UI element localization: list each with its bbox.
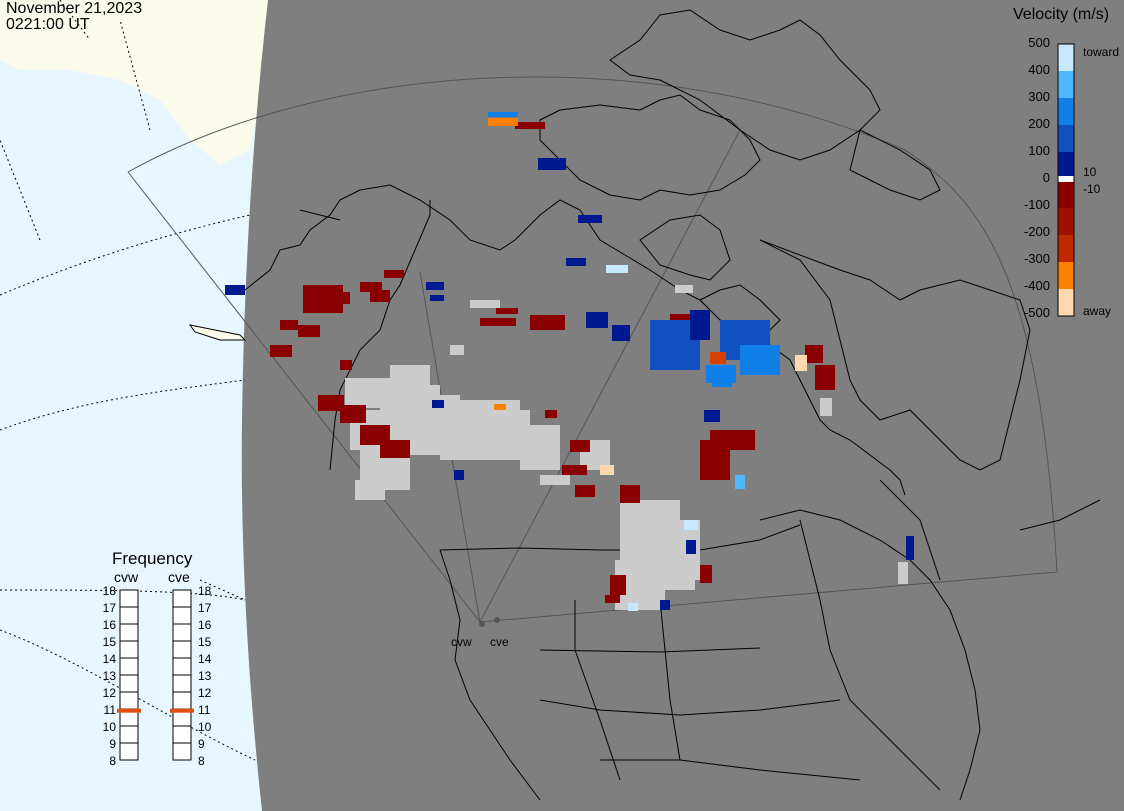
land-area: [241, 0, 1124, 811]
date-label: November 21,2023: [6, 0, 143, 17]
away-label: away: [1083, 304, 1112, 318]
frequency-scales: [117, 589, 194, 761]
freq-scale-right: 15: [198, 635, 212, 649]
freq-scale-left: 10: [102, 720, 116, 734]
high-away-cells: [488, 112, 807, 475]
coastlines: [244, 9, 1101, 801]
frequency-title: Frequency: [112, 549, 193, 568]
colorbar-tick: -200: [1023, 224, 1050, 239]
cve-frequency-marker: [170, 708, 194, 713]
freq-scale-right: 9: [198, 737, 205, 751]
freq-scale-left: 9: [109, 737, 116, 751]
small-negative-label: -10: [1083, 182, 1101, 196]
freq-scale-right: 10: [198, 720, 212, 734]
colorbar-tick: 100: [1028, 143, 1050, 158]
colorbar-tick: 0: [1042, 170, 1050, 185]
time-label: 0221:00 UT: [6, 16, 90, 33]
toward-velocity-cells: [225, 158, 914, 611]
radar-label-cve: cve: [168, 569, 190, 585]
colorbar-tick: 200: [1028, 116, 1050, 131]
away-velocity-cells: [270, 122, 835, 603]
radar-label-cvw: cvw: [114, 569, 139, 585]
radar-sites: [479, 617, 500, 627]
freq-scale-right: 13: [198, 669, 212, 683]
freq-scale-right: 17: [198, 601, 212, 615]
ice-region: [0, 0, 270, 165]
freq-scale-right: 8: [198, 754, 205, 768]
small-positive-label: 10: [1083, 165, 1097, 179]
colorbar-tick: 300: [1028, 89, 1050, 104]
aleutian-islands: [188, 324, 247, 341]
freq-scale-left: 15: [102, 635, 116, 649]
velocity-colorbar: [1057, 43, 1075, 317]
colorbar-title: Velocity (m/s): [1013, 6, 1110, 23]
freq-scale-left: 14: [102, 652, 116, 666]
freq-scale-left: 16: [102, 618, 116, 632]
graticule-lines: [0, 0, 256, 761]
cvw-frequency-marker: [117, 708, 141, 713]
radar-fov-outline: [127, 76, 1058, 623]
colorbar-tick: -300: [1023, 251, 1050, 266]
freq-scale-left: 18: [102, 584, 116, 598]
colorbar-tick: 400: [1028, 62, 1050, 77]
colorbar-tick: 500: [1028, 35, 1050, 50]
colorbar-tick: -500: [1023, 305, 1050, 320]
colorbar-tick: -400: [1023, 278, 1050, 293]
freq-scale-right: 11: [198, 703, 211, 717]
freq-scale-right: 16: [198, 618, 212, 632]
freq-scale-left: 12: [102, 686, 116, 700]
radar-site-label-cve: cve: [490, 635, 509, 649]
radar-site-label-cvw: cvw: [451, 635, 472, 649]
freq-scale-left: 13: [102, 669, 116, 683]
freq-scale-right: 18: [198, 584, 212, 598]
freq-scale-left: 17: [102, 601, 116, 615]
freq-scale-left: 11: [103, 703, 116, 717]
colorbar-tick: -100: [1023, 197, 1050, 212]
freq-scale-right: 14: [198, 652, 212, 666]
freq-scale-left: 8: [109, 754, 116, 768]
freq-scale-right: 12: [198, 686, 212, 700]
toward-label: toward: [1083, 45, 1120, 59]
